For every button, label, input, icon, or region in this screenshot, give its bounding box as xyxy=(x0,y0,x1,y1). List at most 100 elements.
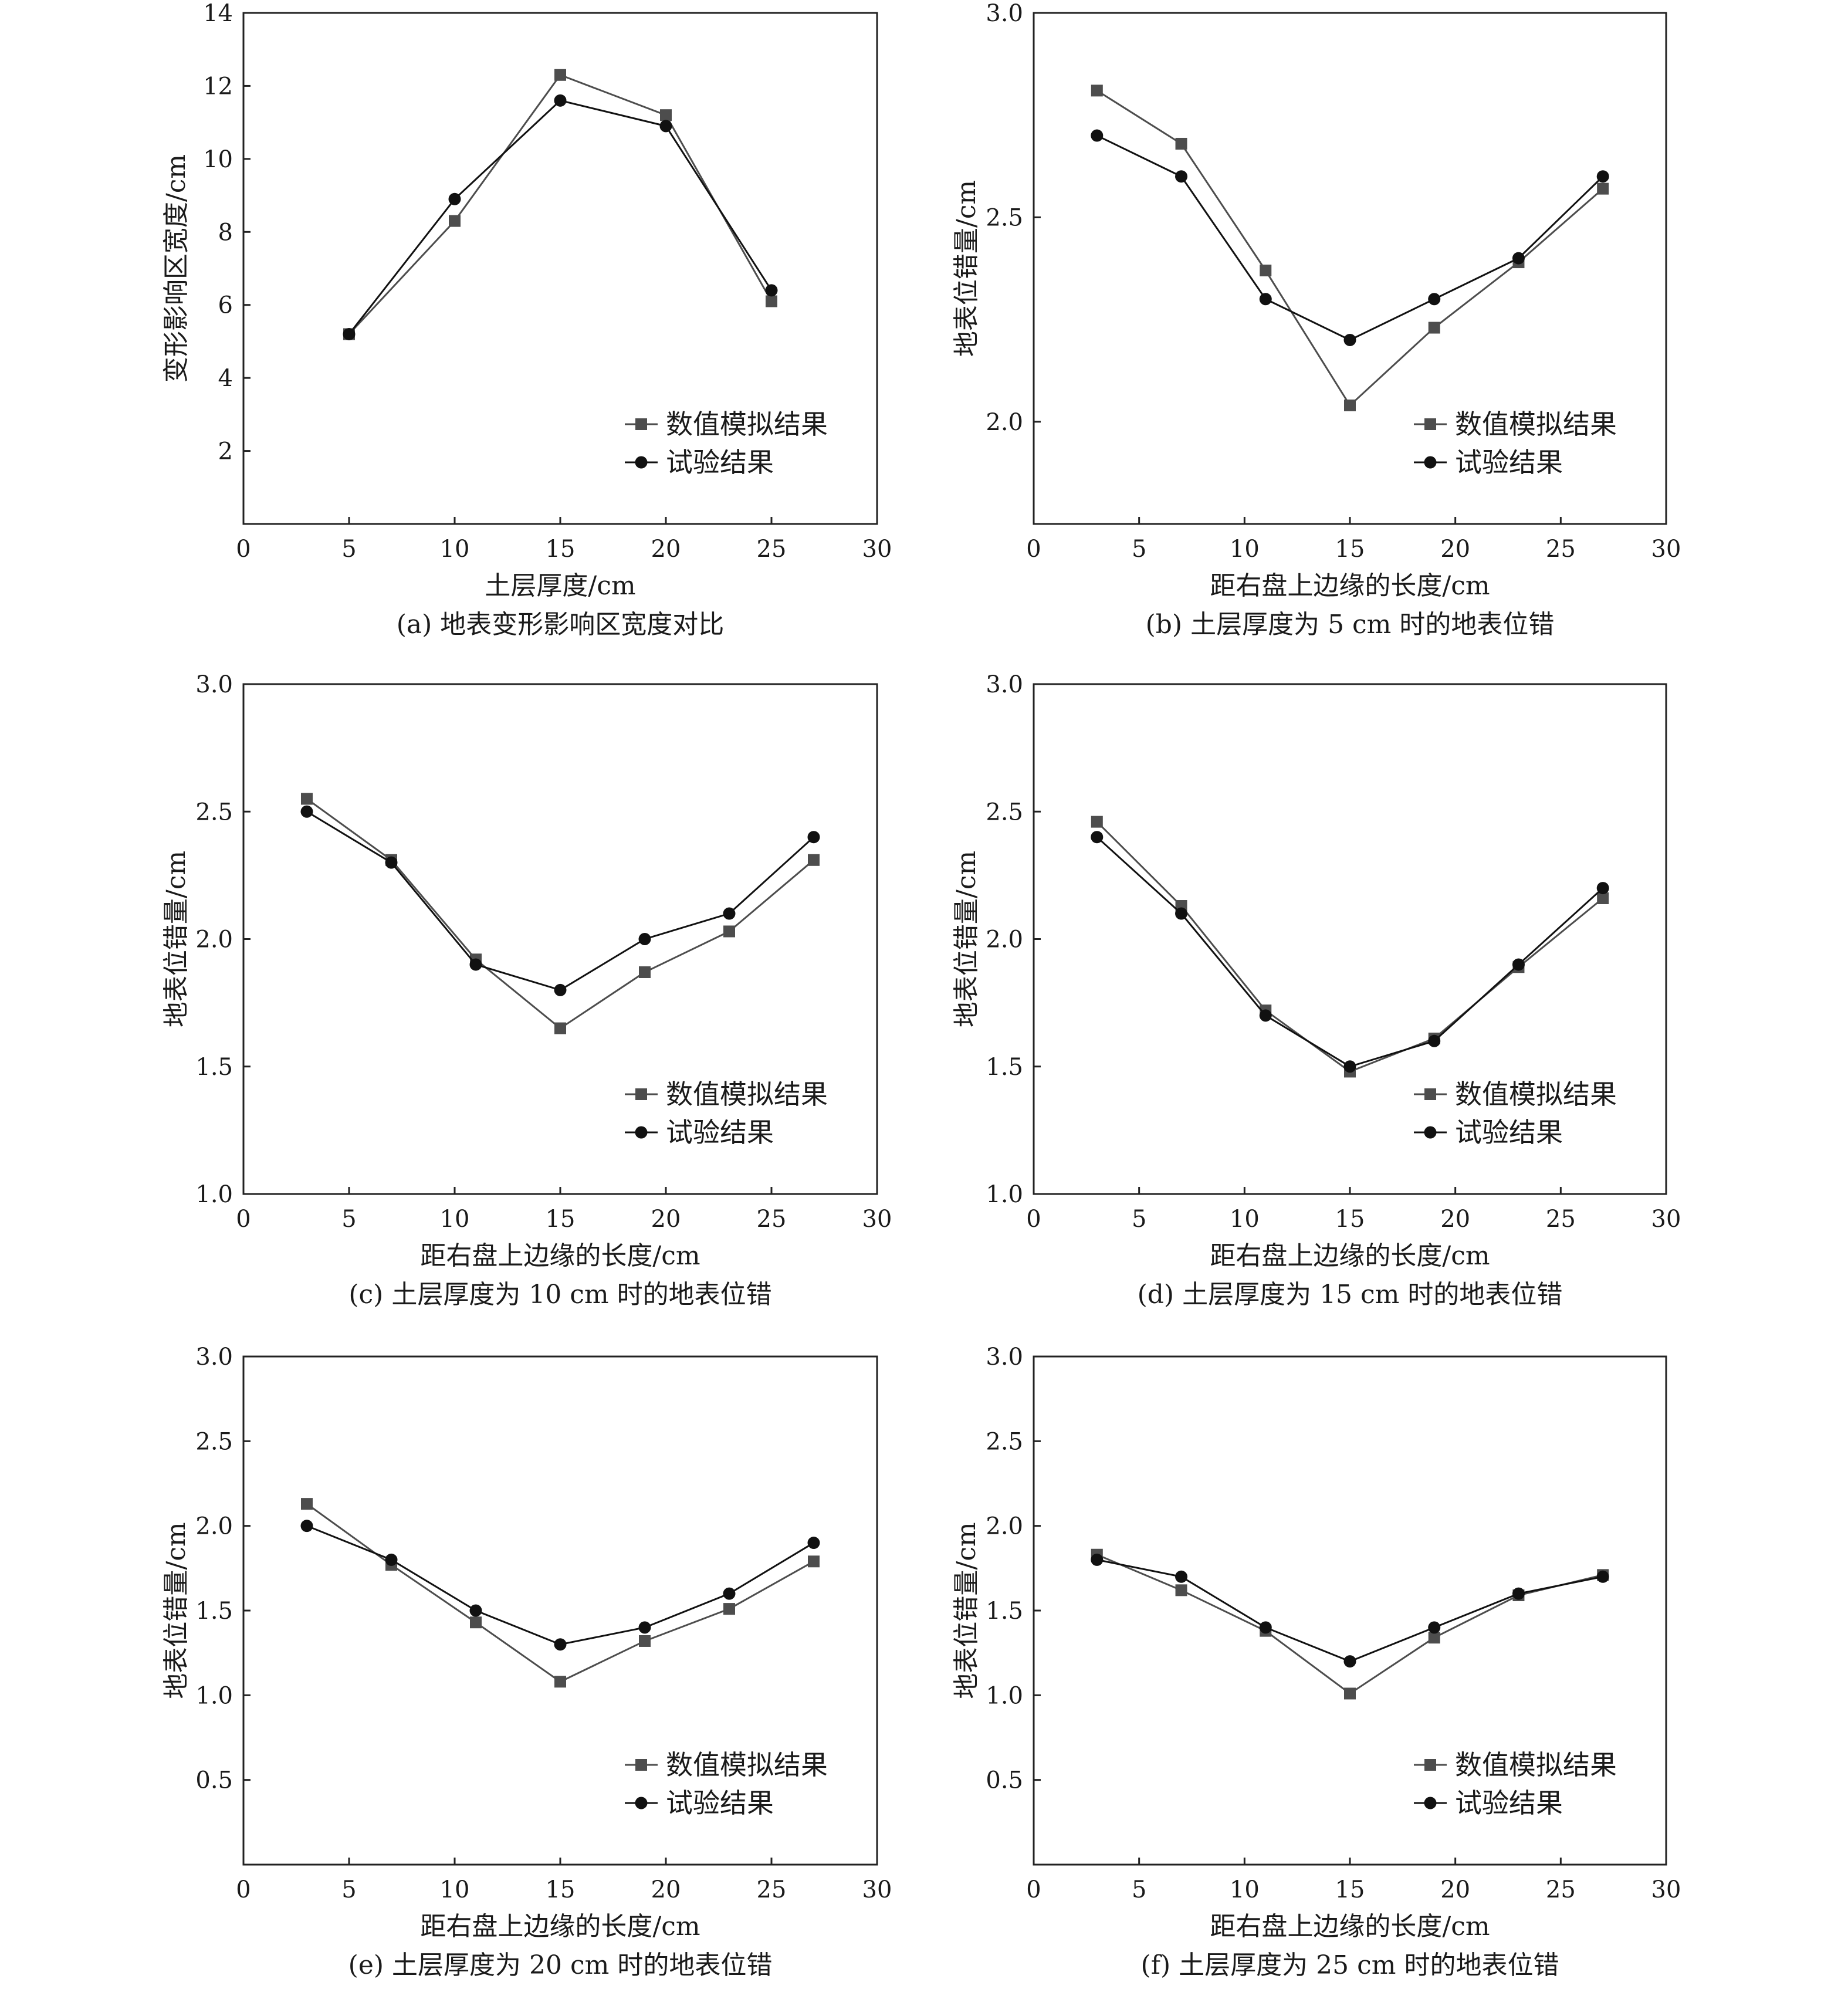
series-line-experimental xyxy=(1096,836,1604,1068)
data-point-experimental xyxy=(1512,958,1525,971)
data-point-experimental xyxy=(1091,831,1104,844)
y-tick-label: 2.5 xyxy=(195,799,233,826)
legend-marker-circle xyxy=(635,456,648,469)
legend-label-numerical: 数值模拟结果 xyxy=(666,1749,828,1781)
data-point-numerical xyxy=(660,109,672,121)
data-point-experimental xyxy=(448,192,461,205)
x-tick-label: 5 xyxy=(341,1876,356,1903)
x-tick-label: 15 xyxy=(1335,536,1365,563)
data-point-experimental xyxy=(1175,1570,1188,1583)
data-point-numerical xyxy=(1091,816,1103,828)
legend-label-experimental: 试验结果 xyxy=(666,446,774,478)
data-point-numerical xyxy=(1597,892,1609,904)
y-tick-label: 2.5 xyxy=(986,799,1023,826)
data-point-numerical xyxy=(1175,1584,1187,1596)
y-axis-title: 地表位错量/cm xyxy=(161,1522,191,1699)
y-tick-label: 2.0 xyxy=(986,926,1023,953)
x-tick-label: 0 xyxy=(1026,536,1041,563)
data-point-experimental xyxy=(765,284,778,297)
y-axis-title: 地表位错量/cm xyxy=(952,180,981,357)
legend-marker-square xyxy=(1424,1759,1436,1771)
y-tick-label: 2.0 xyxy=(986,1513,1023,1540)
data-point-numerical xyxy=(1260,264,1272,276)
series-line-experimental xyxy=(1096,134,1604,341)
data-point-experimental xyxy=(723,1587,736,1600)
data-point-numerical xyxy=(1428,322,1440,334)
x-tick-label: 10 xyxy=(1230,1206,1260,1233)
y-tick-label: 2.5 xyxy=(195,1428,233,1455)
chart-panel-f: 0 5 10 15 20 25 30 0.5 1.0 1.5 2.0 2.5 3.0 距右盘上边缘的长度/… xyxy=(952,1344,1681,1980)
legend-label-experimental: 试验结果 xyxy=(1455,446,1563,478)
data-point-numerical xyxy=(554,1676,566,1688)
data-point-experimental xyxy=(807,831,820,844)
data-point-numerical xyxy=(449,215,461,227)
x-axis-title: 距右盘上边缘的长度/cm xyxy=(1210,1912,1490,1941)
x-tick-label: 20 xyxy=(1440,1876,1470,1903)
x-tick-label: 10 xyxy=(1230,1876,1260,1903)
x-tick-label: 30 xyxy=(862,1876,892,1903)
data-point-experimental xyxy=(554,1638,567,1651)
data-point-experimental xyxy=(554,983,567,996)
plot-frame xyxy=(242,683,878,1195)
x-tick-label: 20 xyxy=(1440,1206,1470,1233)
panel-caption: (b) 土层厚度为 5 cm 时的地表位错 xyxy=(1146,610,1555,640)
x-tick-label: 20 xyxy=(651,1206,681,1233)
legend-label-numerical: 数值模拟结果 xyxy=(666,408,828,440)
data-point-numerical xyxy=(766,295,777,307)
data-point-numerical xyxy=(554,69,566,81)
x-axis-title: 土层厚度/cm xyxy=(485,571,635,601)
x-axis-title: 距右盘上边缘的长度/cm xyxy=(420,1912,700,1941)
chart-panel-d: 0 5 10 15 20 25 30 1.0 1.5 2.0 2.5 3.0 距右盘上边缘的长度/cm 地… xyxy=(952,671,1681,1310)
data-point-numerical xyxy=(1428,1632,1440,1644)
x-axis-title: 距右盘上边缘的长度/cm xyxy=(1210,1241,1490,1271)
data-point-experimental xyxy=(1596,882,1609,895)
y-tick-label: 14 xyxy=(203,0,233,27)
data-point-experimental xyxy=(385,856,398,869)
data-point-experimental xyxy=(1512,1587,1525,1600)
legend-label-numerical: 数值模拟结果 xyxy=(1455,1749,1617,1781)
x-axis-title: 距右盘上边缘的长度/cm xyxy=(420,1241,700,1271)
legend-label-experimental: 试验结果 xyxy=(666,1787,774,1819)
legend-label-experimental: 试验结果 xyxy=(1455,1787,1563,1819)
y-tick-label: 1.5 xyxy=(986,1598,1023,1625)
x-tick-label: 15 xyxy=(546,1876,576,1903)
y-tick-label: 1.0 xyxy=(986,1682,1023,1709)
data-point-experimental xyxy=(343,327,356,340)
y-tick-label: 2 xyxy=(218,438,233,465)
x-tick-label: 20 xyxy=(1440,536,1470,563)
y-tick-label: 3.0 xyxy=(195,1344,233,1371)
y-tick-label: 2.0 xyxy=(195,1513,233,1540)
series-line-experimental xyxy=(348,99,773,335)
x-tick-label: 25 xyxy=(757,1876,787,1903)
data-point-numerical xyxy=(470,1616,482,1629)
x-tick-label: 0 xyxy=(1026,1876,1041,1903)
data-point-numerical xyxy=(723,1603,735,1615)
data-point-experimental xyxy=(1343,1060,1356,1073)
series-line-numerical xyxy=(1096,90,1604,407)
y-tick-label: 1.0 xyxy=(195,1682,233,1709)
legend-marker-circle xyxy=(1424,1126,1437,1139)
x-tick-label: 0 xyxy=(236,536,251,563)
x-tick-label: 25 xyxy=(757,1206,787,1233)
x-tick-label: 25 xyxy=(757,536,787,563)
y-tick-label: 0.5 xyxy=(195,1767,233,1794)
panel-caption: (e) 土层厚度为 20 cm 时的地表位错 xyxy=(348,1950,773,1980)
x-tick-label: 5 xyxy=(1132,536,1146,563)
series-line-experimental xyxy=(306,1525,814,1646)
plot-frame xyxy=(242,1355,878,1866)
x-tick-label: 0 xyxy=(236,1876,251,1903)
data-point-experimental xyxy=(469,958,482,971)
x-tick-label: 0 xyxy=(236,1206,251,1233)
panel-caption: (c) 土层厚度为 10 cm 时的地表位错 xyxy=(348,1280,771,1310)
data-point-experimental xyxy=(1175,907,1188,920)
plot-frame xyxy=(242,12,878,525)
x-tick-label: 5 xyxy=(1132,1206,1146,1233)
data-point-numerical xyxy=(1344,1687,1356,1700)
x-tick-label: 30 xyxy=(1651,1206,1681,1233)
y-tick-label: 3.0 xyxy=(986,0,1023,27)
x-tick-label: 0 xyxy=(1026,1206,1041,1233)
